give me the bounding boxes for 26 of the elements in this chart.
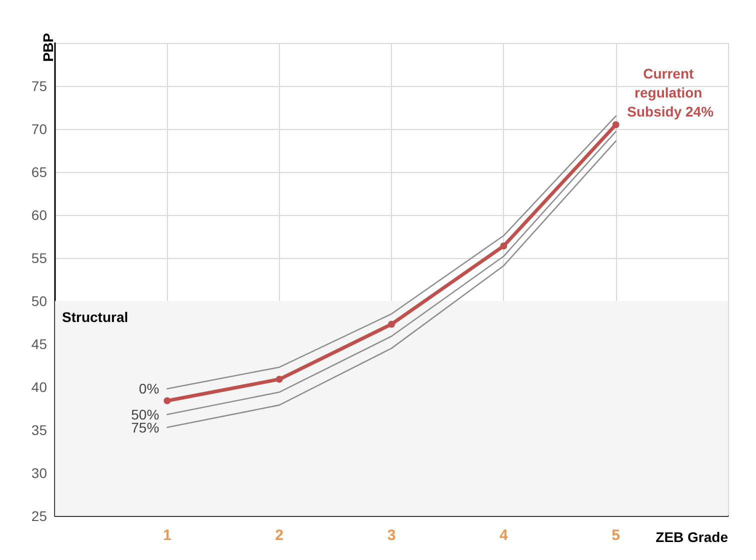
y-tick-label: 30 <box>31 465 48 481</box>
point <box>388 320 395 328</box>
y-tick-label: 35 <box>31 422 48 438</box>
x-tick-label: 3 <box>387 527 396 544</box>
point <box>500 242 508 250</box>
series-label: 0% <box>138 380 160 397</box>
band-label: Structural <box>62 309 128 325</box>
point <box>612 121 620 128</box>
y-tick-label: 75 <box>31 78 48 94</box>
y-tick-label: 55 <box>31 250 48 266</box>
point <box>164 397 171 404</box>
y-tick-label: 40 <box>31 379 48 395</box>
x-axis-title: ZEB Grade <box>656 529 728 545</box>
x-tick-label: 4 <box>499 527 508 544</box>
y-tick-label: 50 <box>31 293 48 309</box>
series-label: Current regulation Subsidy 24% <box>627 66 714 120</box>
x-tick-label: 5 <box>612 527 620 544</box>
y-tick-label: 70 <box>31 121 48 137</box>
y-tick-label: 60 <box>31 207 48 223</box>
x-tick-label: 1 <box>162 527 172 544</box>
y-axis-title: PBP <box>40 33 56 62</box>
point <box>276 376 283 383</box>
y-tick-label: 45 <box>31 336 48 352</box>
y-tick-label: 65 <box>31 164 48 180</box>
x-tick-label: 2 <box>275 527 284 544</box>
y-tick-label: 25 <box>31 508 48 524</box>
